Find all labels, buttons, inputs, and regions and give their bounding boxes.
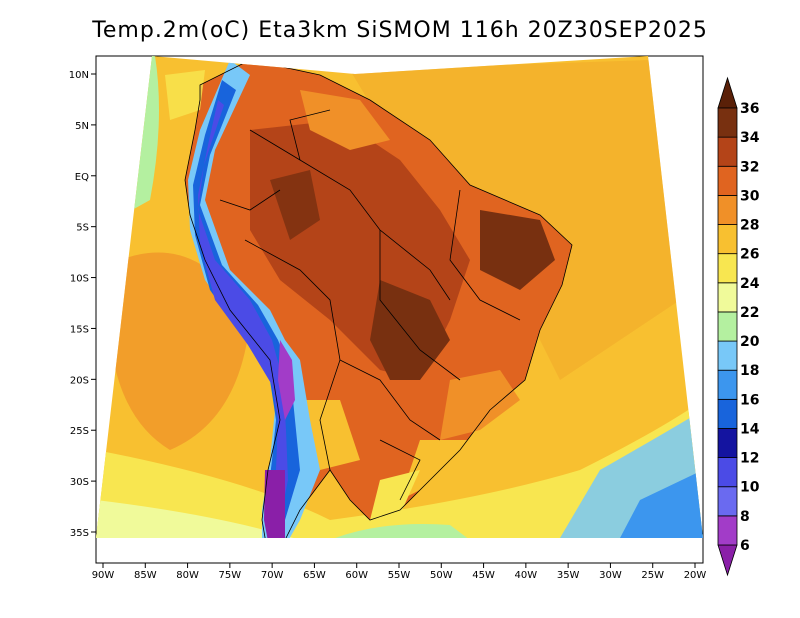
colorbar: 6 8 10 12 14 16 18 20 22 24 26 28 30 32 34 36 [717, 76, 760, 577]
lon-tick-label: 55W [388, 570, 411, 581]
colorbar-label: 6 [740, 538, 750, 554]
lat-tick-label: EQ [75, 172, 89, 183]
colorbar-label: 12 [740, 451, 759, 467]
lon-tick-label: 65W [303, 570, 326, 581]
lat-tick-label: 25S [70, 426, 89, 437]
colorbar-label: 32 [740, 159, 759, 175]
lon-tick-label: 75W [219, 570, 242, 581]
lat-tick-label: 35S [70, 528, 89, 539]
lon-tick-label: 40W [515, 570, 538, 581]
colorbar-bottom-arrow [717, 544, 738, 577]
lat-tick-label: 5S [76, 223, 89, 234]
lat-tick-label: 15S [70, 324, 89, 335]
colorbar-label: 14 [740, 421, 760, 437]
colorbar-box [717, 165, 738, 196]
colorbar-box [717, 457, 738, 488]
lat-tick-label: 30S [70, 477, 89, 488]
colorbar-box [717, 428, 738, 459]
colorbar-label: 30 [740, 188, 760, 204]
colorbar-box [717, 398, 738, 429]
colorbar-box [717, 194, 738, 225]
colorbar-label: 8 [740, 509, 750, 525]
colorbar-label: 26 [740, 247, 759, 263]
colorbar-box [717, 369, 738, 400]
lon-tick-label: 25W [641, 570, 664, 581]
colorbar-label: 10 [740, 480, 760, 496]
colorbar-label: 34 [740, 130, 760, 146]
latitude-tick-labels: 10N 5N EQ 5S 10S 15S 20S 25S 30S 35S [69, 70, 96, 539]
lat-tick-label: 20S [70, 375, 89, 386]
lon-tick-label: 85W [134, 570, 157, 581]
colorbar-label: 28 [740, 218, 759, 234]
lon-tick-label: 60W [345, 570, 368, 581]
colorbar-box [717, 340, 738, 371]
colorbar-box [717, 311, 738, 342]
colorbar-box [717, 282, 738, 313]
country-borders [184, 59, 573, 538]
lon-tick-label: 90W [92, 570, 115, 581]
colorbar-box [717, 224, 738, 255]
colorbar-label: 36 [740, 101, 759, 117]
colorbar-box [717, 515, 738, 546]
colorbar-label: 22 [740, 305, 759, 321]
lat-tick-label: 10N [69, 70, 89, 81]
lon-tick-label: 50W [430, 570, 453, 581]
lon-tick-label: 20W [684, 570, 707, 581]
colorbar-label: 24 [740, 276, 760, 292]
temperature-field [96, 56, 703, 538]
colorbar-box [717, 253, 738, 284]
colorbar-label: 20 [740, 334, 760, 350]
colorbar-box [717, 486, 738, 517]
lat-tick-label: 5N [75, 121, 89, 132]
lon-tick-label: 80W [176, 570, 199, 581]
lon-tick-label: 45W [472, 570, 495, 581]
lon-tick-label: 35W [557, 570, 580, 581]
colorbar-label: 16 [740, 392, 759, 408]
lon-tick-label: 30W [599, 570, 622, 581]
colorbar-box [717, 136, 738, 167]
colorbar-box [717, 107, 738, 138]
longitude-tick-labels: 90W 85W 80W 75W 70W 65W 60W 55W 50W 45W 40W 35W 30W 2… [92, 563, 707, 581]
map-title: Temp.2m(oC) Eta3km SiSMOM 116h 20Z30SEP2… [92, 18, 708, 43]
lat-tick-label: 10S [70, 274, 89, 285]
lon-tick-label: 70W [261, 570, 284, 581]
colorbar-label: 18 [740, 363, 759, 379]
colorbar-top-arrow [717, 76, 738, 109]
